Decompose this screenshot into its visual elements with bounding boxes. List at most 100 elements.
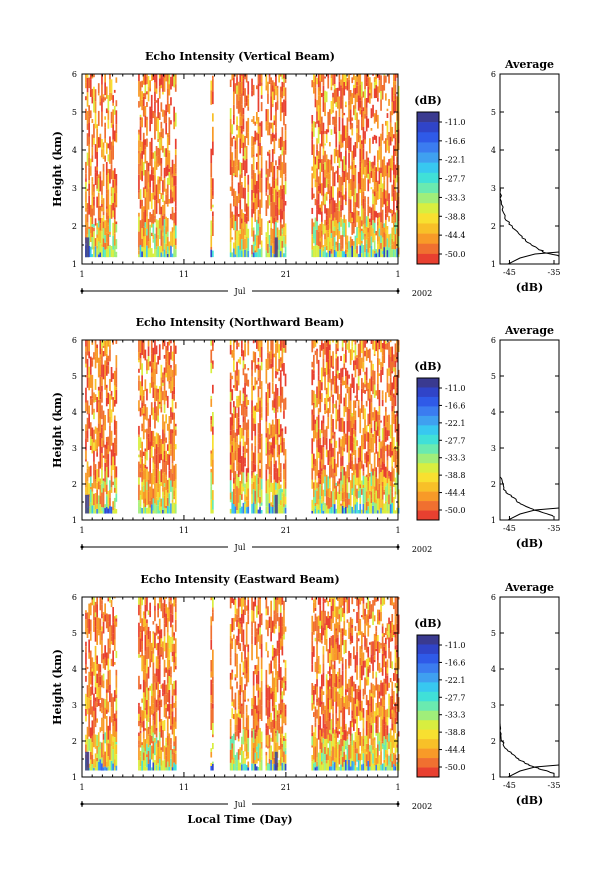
- heatmap-cell: [168, 503, 171, 507]
- heatmap-cell: [247, 667, 250, 683]
- heatmap-cell: [375, 435, 378, 447]
- heatmap-cell: [237, 597, 240, 608]
- heatmap-cell: [149, 414, 151, 428]
- heatmap-cell: [101, 653, 103, 664]
- heatmap-cell: [378, 217, 381, 229]
- heatmap-cell: [373, 486, 376, 494]
- heatmap-cell: [105, 494, 108, 497]
- heatmap-cell: [163, 680, 166, 685]
- heatmap-cell: [252, 178, 255, 193]
- heatmap-cell: [171, 232, 174, 247]
- heatmap-cell: [351, 373, 354, 378]
- heatmap-cell: [321, 342, 323, 351]
- heatmap-cell: [174, 638, 177, 654]
- heatmap-cell: [112, 456, 114, 470]
- heatmap-cell: [377, 498, 379, 511]
- heatmap-cell: [267, 109, 269, 125]
- heatmap-cell: [146, 630, 148, 636]
- heatmap-cell: [348, 504, 350, 514]
- heatmap-cell: [115, 77, 118, 83]
- heatmap-cell: [325, 134, 328, 143]
- heatmap-cell: [332, 432, 334, 436]
- heatmap-cell: [155, 184, 158, 200]
- heatmap-cell: [381, 461, 384, 470]
- heatmap-cell: [236, 635, 238, 646]
- heatmap-cell: [372, 437, 374, 453]
- heatmap-cell: [275, 384, 277, 397]
- heatmap-cell: [154, 605, 156, 611]
- heatmap-cell: [88, 199, 90, 215]
- heatmap-cell: [314, 419, 317, 424]
- heatmap-cell: [147, 471, 150, 480]
- heatmap-cell: [174, 423, 177, 427]
- heatmap-cell: [252, 502, 255, 514]
- heatmap-cell: [260, 347, 263, 362]
- heatmap-cell: [372, 489, 374, 502]
- heatmap-cell: [357, 343, 360, 359]
- heatmap-cell: [149, 658, 151, 668]
- heatmap-cell: [397, 111, 400, 127]
- heatmap-cell: [88, 652, 90, 659]
- x-tick-label: 21: [281, 526, 291, 535]
- heatmap-cell: [278, 209, 280, 216]
- heatmap-cell: [165, 474, 167, 478]
- heatmap-cell: [346, 420, 349, 432]
- heatmap-cell: [380, 222, 382, 236]
- heatmap-cell: [231, 124, 234, 135]
- heatmap-cell: [168, 493, 171, 504]
- heatmap-cell: [273, 138, 276, 152]
- heatmap-cell: [256, 85, 258, 90]
- heatmap-cell: [281, 224, 284, 229]
- heatmap-cell: [260, 478, 263, 490]
- heatmap-cell: [377, 244, 379, 253]
- heatmap-cell: [138, 346, 140, 352]
- heatmap-cell: [245, 216, 248, 224]
- heatmap-cell: [373, 251, 376, 254]
- heatmap-cell: [251, 141, 253, 147]
- heatmap-cell: [252, 169, 255, 178]
- heatmap-cell: [229, 499, 232, 503]
- heatmap-cell: [244, 441, 246, 455]
- heatmap-cell: [275, 482, 277, 490]
- heatmap-cell: [346, 172, 349, 180]
- heatmap-cell: [362, 159, 365, 175]
- heatmap-cell: [348, 152, 350, 169]
- heatmap-cell: [112, 210, 114, 218]
- heatmap-cell: [273, 479, 276, 496]
- heatmap-cell: [94, 601, 97, 613]
- heatmap-cell: [99, 359, 102, 375]
- colorbar-tick-label: -16.6: [445, 137, 466, 146]
- heatmap-cell: [107, 189, 110, 204]
- heatmap-cell: [146, 507, 148, 514]
- heatmap-cell: [210, 420, 213, 425]
- heatmap-cell: [385, 406, 387, 412]
- heatmap-cell: [284, 465, 287, 482]
- heatmap-cell: [85, 494, 90, 514]
- heatmap-cell: [171, 656, 174, 662]
- heatmap-cell: [279, 86, 282, 98]
- heatmap-cell: [141, 246, 143, 252]
- heatmap-cell: [236, 216, 238, 231]
- heatmap-cell: [377, 212, 379, 219]
- heatmap-cell: [165, 505, 167, 509]
- heatmap-cell: [96, 754, 98, 758]
- heatmap-cell: [242, 90, 245, 96]
- heatmap-cell: [270, 122, 272, 129]
- heatmap-cell: [254, 198, 257, 212]
- heatmap-cell: [325, 505, 328, 514]
- heatmap-cell: [141, 150, 143, 159]
- heatmap-cell: [361, 205, 363, 221]
- heatmap-cell: [362, 362, 365, 372]
- heatmap-cell: [333, 200, 336, 213]
- heatmap-cell: [174, 112, 177, 127]
- heatmap-cell: [244, 741, 246, 752]
- heatmap-cell: [102, 147, 105, 160]
- heatmap-cell: [152, 209, 155, 224]
- average-frame: [499, 339, 560, 521]
- heatmap-cell: [104, 74, 106, 83]
- heatmap-cell: [335, 247, 338, 252]
- heatmap-cell: [168, 341, 171, 346]
- heatmap-cell: [147, 418, 150, 434]
- colorbar-tick-label: -22.1: [445, 156, 466, 165]
- heatmap-cell: [242, 249, 245, 258]
